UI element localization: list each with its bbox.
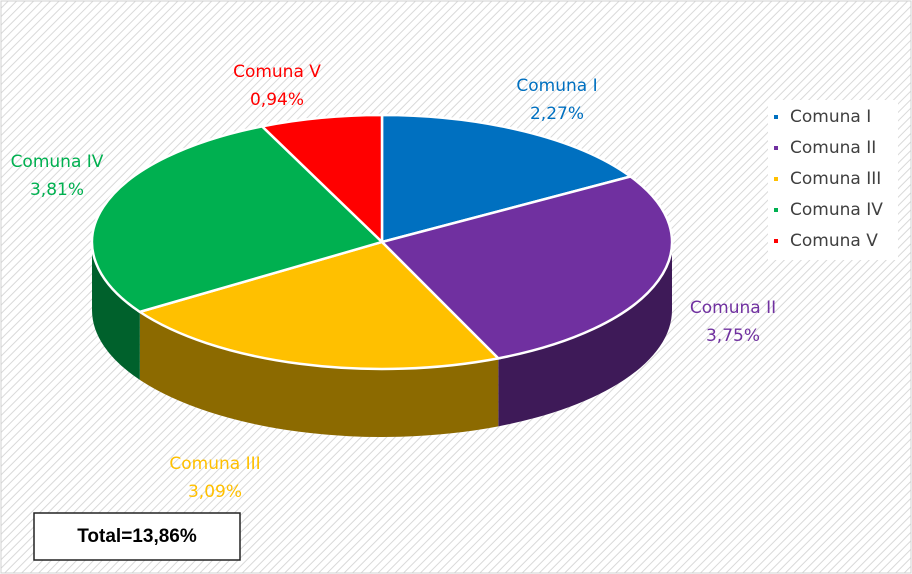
legend-label: Comuna III <box>790 169 881 189</box>
legend-marker <box>774 115 778 119</box>
legend-label: Comuna IV <box>790 200 883 220</box>
legend-label: Comuna I <box>790 107 871 127</box>
pie: Comuna I 2,27% Comuna II 3,75% Comuna III 3,0… <box>11 62 777 502</box>
legend-marker <box>774 239 778 243</box>
slice-label: Comuna IV <box>11 152 104 172</box>
slice-label: Comuna I <box>516 76 597 96</box>
total-box <box>33 512 241 561</box>
slice <box>259 113 384 245</box>
legend-marker <box>774 177 778 181</box>
slice-side <box>498 242 672 427</box>
annotation: Total=13,86% <box>77 526 197 547</box>
value-label: 3,75% <box>706 326 760 346</box>
slice <box>380 113 634 244</box>
legend-bg <box>768 100 898 260</box>
slice <box>136 240 501 371</box>
legend-marker <box>774 208 778 212</box>
legend-marker <box>774 146 778 150</box>
slice-label: Comuna III <box>169 454 260 474</box>
slice-label: Comuna V <box>233 62 321 82</box>
slice-label: Comuna II <box>690 298 776 318</box>
legend-label: Comuna II <box>790 138 876 158</box>
value-label: 3,09% <box>188 482 242 502</box>
value-label: 3,81% <box>30 180 84 200</box>
slice-side <box>139 311 499 437</box>
value-label: 0,94% <box>250 90 304 110</box>
value-label: 2,27% <box>530 104 584 124</box>
slice-side <box>92 242 140 380</box>
legend-label: Comuna V <box>790 231 878 251</box>
legend: Comuna I Comuna II Comuna III Comuna IV Comu… <box>768 100 898 260</box>
